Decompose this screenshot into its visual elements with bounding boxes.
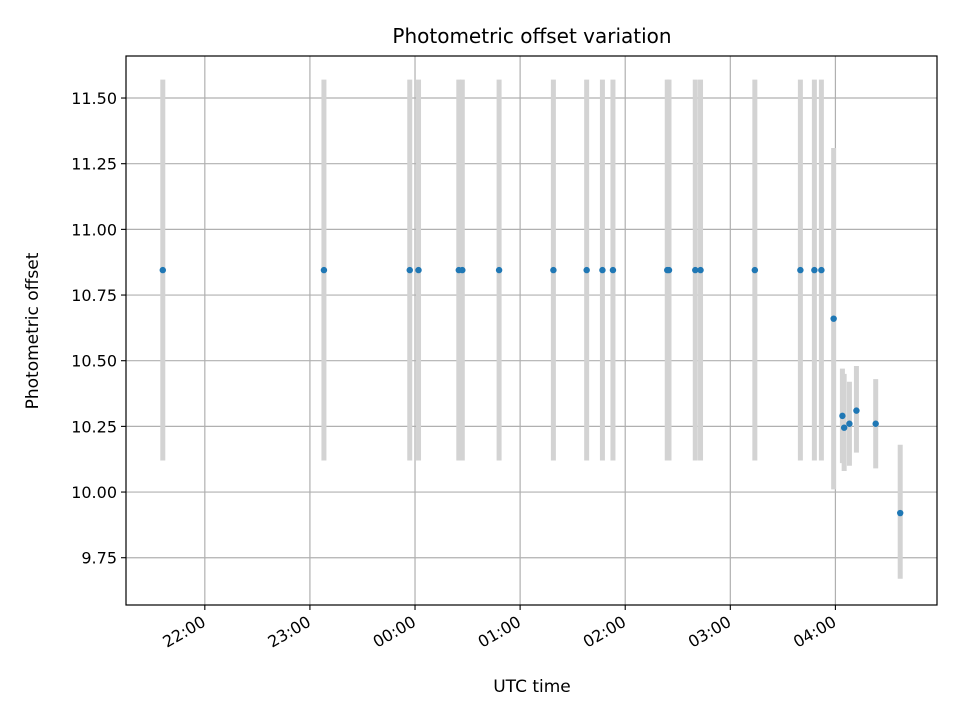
x-axis-label: UTC time: [493, 677, 571, 697]
data-point: [697, 266, 704, 274]
y-axis-ticks: 9.75 10.00 10.25 10.50 10.75 11.00 11.25 11.50: [71, 89, 126, 568]
data-point: [415, 266, 422, 274]
data-point: [459, 266, 466, 274]
y-axis-label: Photometric offset: [23, 252, 43, 409]
data-point: [830, 315, 837, 322]
y-tick-label: 10.50: [71, 352, 117, 371]
data-point: [811, 266, 818, 274]
data-point: [751, 266, 759, 274]
data-point: [797, 266, 804, 274]
data-point: [495, 266, 503, 274]
data-point: [840, 424, 848, 431]
y-tick-label: 10.75: [71, 286, 117, 305]
plot-frame: [125, 55, 938, 606]
data-point: [599, 266, 606, 274]
data-point: [665, 266, 673, 274]
y-tick-label: 11.50: [71, 89, 117, 108]
data-point: [897, 509, 904, 517]
data-point: [550, 266, 557, 274]
data-point: [159, 266, 166, 274]
data-point: [692, 266, 699, 274]
data-point: [609, 266, 617, 274]
data-point: [818, 266, 825, 274]
data-point: [839, 412, 846, 420]
data-point: [872, 420, 879, 427]
y-tick-label: 11.00: [71, 220, 117, 239]
y-tick-label: 9.75: [81, 549, 117, 568]
data-points: [159, 266, 904, 517]
y-tick-label: 10.00: [71, 483, 117, 502]
data-point: [853, 407, 860, 414]
y-tick-label: 10.25: [71, 417, 117, 436]
chart-title: Photometric offset variation: [392, 24, 671, 48]
y-tick-label: 11.25: [71, 155, 117, 174]
data-point: [320, 266, 328, 274]
data-point: [406, 266, 413, 274]
data-point: [846, 420, 853, 427]
data-point: [583, 266, 590, 274]
